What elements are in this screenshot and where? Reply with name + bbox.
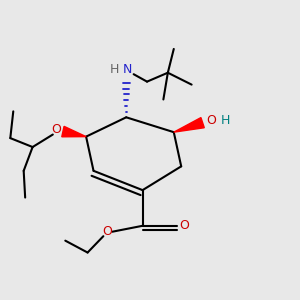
Text: O: O: [102, 225, 112, 238]
Text: N: N: [123, 63, 132, 76]
Text: H: H: [110, 63, 120, 76]
Text: O: O: [51, 123, 61, 136]
Polygon shape: [62, 126, 86, 137]
Text: O: O: [180, 219, 190, 232]
Text: H: H: [220, 114, 230, 127]
Text: O: O: [206, 114, 216, 127]
Polygon shape: [174, 118, 204, 132]
